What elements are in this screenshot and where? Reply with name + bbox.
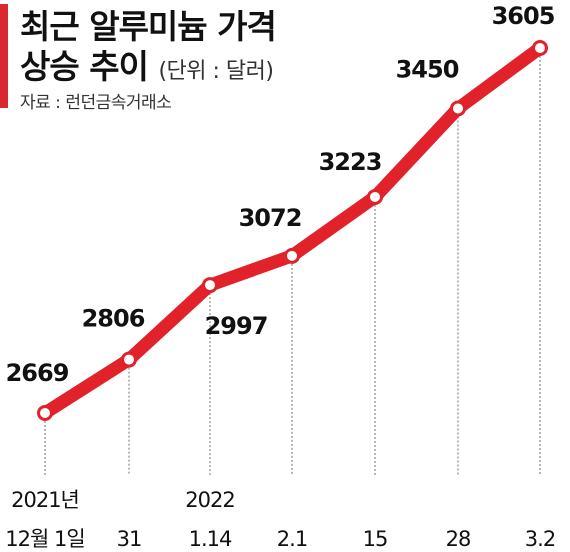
x-tick-label-line2-3: 2.1: [277, 527, 307, 551]
title-accent-bar: [0, 4, 8, 108]
x-tick-label-line1-0: 2021년: [11, 488, 79, 512]
chart-title-line2-text: 상승 추이: [20, 47, 149, 86]
x-tick-label-line2-1: 31: [117, 527, 142, 551]
x-tick-label-line2-0: 12월 1일: [5, 527, 84, 551]
chart-title-line2: 상승 추이 (단위 : 달러): [20, 40, 274, 88]
data-point-3: [284, 247, 300, 264]
x-tick-label-line2-6: 3.2: [525, 527, 555, 551]
value-label-0: 2669: [6, 359, 69, 387]
value-label-1: 2806: [82, 305, 145, 333]
data-point-5: [450, 100, 466, 117]
x-tick-label-line2-5: 28: [446, 527, 471, 551]
x-tick-label-line1-2: 2022: [185, 488, 234, 512]
x-tick-label-line2-4: 15: [363, 527, 388, 551]
unit-label: (단위 : 달러): [158, 59, 274, 84]
chart-title-line1: 최근 알루미늄 가격: [20, 7, 277, 46]
value-label-2: 2997: [205, 312, 268, 340]
value-label-6: 3605: [492, 2, 555, 30]
x-tick-label-line2-2: 1.14: [189, 527, 232, 551]
data-point-6: [532, 40, 548, 56]
data-point-1: [121, 351, 137, 368]
data-point-4: [367, 188, 383, 205]
data-point-0: [37, 405, 53, 421]
source-label: 자료 : 런던금속거래소: [20, 93, 172, 113]
value-label-5: 3450: [396, 55, 459, 83]
value-label-3: 3072: [239, 204, 302, 232]
data-point-2: [202, 277, 218, 294]
value-label-4: 3223: [319, 148, 382, 176]
